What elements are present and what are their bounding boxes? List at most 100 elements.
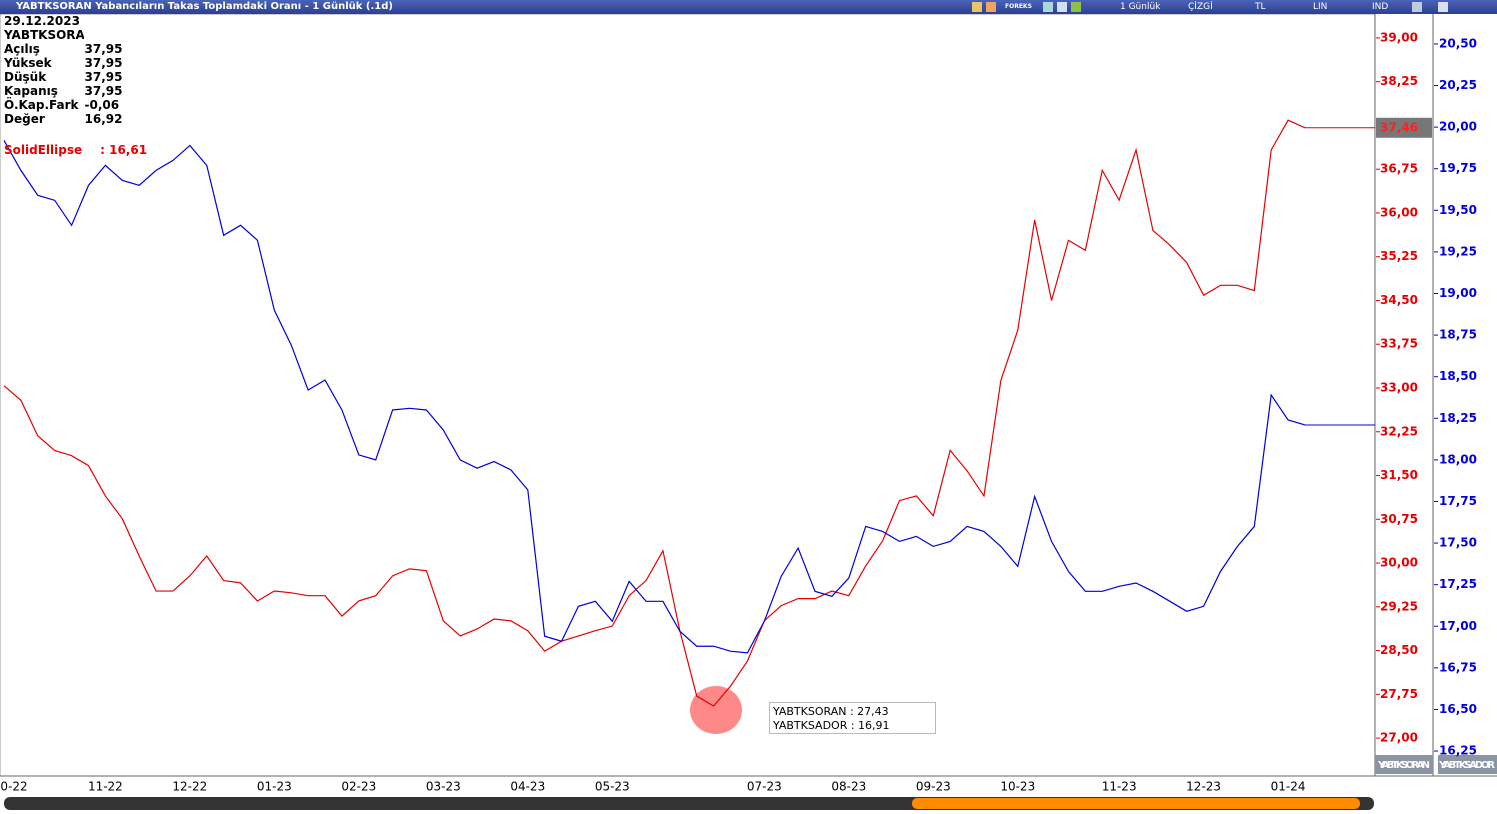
info-label: Değer [4, 112, 45, 126]
axis-tab-label[interactable]: YABTKSORAN [1377, 760, 1430, 771]
y-tick-label: 28,50 [1380, 643, 1418, 657]
y-tick-label: 16,25 [1439, 744, 1477, 758]
y-tick-label: 39,00 [1380, 30, 1418, 44]
toolbar-icon[interactable] [972, 2, 982, 12]
tooltip-line: YABTKSADOR : 16,91 [773, 719, 890, 732]
y-tick-label: 19,50 [1439, 203, 1477, 217]
drawing-name: SolidEllipse [4, 143, 83, 157]
x-tick-label: 11-23 [1102, 780, 1137, 794]
y-tick-label: 20,25 [1439, 78, 1477, 92]
toolbar-icon[interactable] [1057, 2, 1067, 12]
info-row: Kapanış 37,95 [4, 84, 123, 98]
y-tick-label: 19,25 [1439, 244, 1477, 258]
y-tick-label: 27,75 [1380, 687, 1418, 701]
y-tick-label: 17,25 [1439, 577, 1477, 591]
y-tick-label: 32,25 [1380, 424, 1418, 438]
info-value: 37,95 [84, 70, 123, 84]
y-tick-label: 29,25 [1380, 599, 1418, 613]
y-tick-label: 37,50 [1380, 118, 1418, 132]
x-tick-label: 04-23 [510, 780, 545, 794]
x-tick-label: 09-23 [916, 780, 951, 794]
last-value-label: 37,46 [1380, 120, 1418, 134]
x-tick-label: 0-22 [0, 780, 27, 794]
close-button[interactable] [1438, 2, 1448, 12]
info-value: -0,06 [84, 98, 120, 112]
y-tick-label: 30,00 [1380, 556, 1418, 570]
info-row: Değer 16,92 [4, 112, 123, 126]
window-title: YABTKSORAN Yabancıların Takas Toplamdaki… [16, 1, 393, 12]
info-value: 37,95 [84, 42, 123, 56]
info-label: Yüksek [4, 56, 52, 70]
y-tick-label: 33,00 [1380, 380, 1418, 394]
x-tick-label: 10-23 [1000, 780, 1035, 794]
x-tick-label: 12-22 [172, 780, 207, 794]
info-panel: 29.12.2023 YABTKSORAN Açılış 37,95 Yüksek 3… [4, 14, 123, 126]
x-tick-label: 01-23 [257, 780, 292, 794]
x-tick-label: 05-23 [595, 780, 630, 794]
y-tick-label: 18,50 [1439, 369, 1477, 383]
y-tick-label: 27,00 [1380, 731, 1418, 745]
y-tick-label: 20,50 [1439, 36, 1477, 50]
x-tick-label: 08-23 [831, 780, 866, 794]
axis-tab[interactable] [1375, 755, 1433, 774]
x-tick-label: 07-23 [747, 780, 782, 794]
toolbar-icon[interactable] [1043, 2, 1053, 12]
ohlc-table: Açılış 37,95 Yüksek 37,95 Düşük 37,95 Kapanış 3… [4, 42, 123, 126]
y-tick-label: 18,75 [1439, 328, 1477, 342]
y-tick-label: 36,00 [1380, 205, 1418, 219]
drawing-label: SolidEllipse : 16,61 [4, 143, 147, 157]
toolbar-button[interactable]: 1 Günlük [1120, 2, 1161, 12]
y-tick-label: 17,50 [1439, 536, 1477, 550]
maximize-button[interactable] [1412, 2, 1422, 12]
scrollbar-thumb[interactable] [912, 798, 1360, 809]
toolbar-button[interactable]: IND [1372, 2, 1389, 12]
y-tick-label: 36,75 [1380, 162, 1418, 176]
x-tick-label: 11-22 [88, 780, 123, 794]
x-tick-label: 01-24 [1271, 780, 1306, 794]
y-tick-label: 18,00 [1439, 452, 1477, 466]
y-tick-label: 16,75 [1439, 660, 1477, 674]
last-value-tag [1376, 117, 1432, 138]
y-tick-label: 31,50 [1380, 468, 1418, 482]
axis-tab[interactable] [1438, 755, 1497, 774]
x-tick-label: 03-23 [426, 780, 461, 794]
info-label: Ö.Kap.Fark [4, 98, 79, 112]
y-tick-label: 30,75 [1380, 512, 1418, 526]
info-label: Açılış [4, 42, 40, 56]
info-row: Yüksek 37,95 [4, 56, 123, 70]
toolbar-button[interactable]: ÇİZGİ [1188, 2, 1213, 12]
symbol: YABTKSORAN [4, 28, 84, 42]
scrollbar-track[interactable] [4, 797, 1374, 810]
axis-tab-label[interactable]: YABTKSADOR [1438, 760, 1495, 771]
y-tick-label: 35,25 [1380, 249, 1418, 263]
info-value: 37,95 [84, 84, 123, 98]
y-tick-label: 17,75 [1439, 494, 1477, 508]
drawing-value: : 16,61 [100, 143, 148, 157]
x-tick-label: 02-23 [341, 780, 376, 794]
plot-area [0, 13, 1376, 777]
info-value: 37,95 [84, 56, 123, 70]
date: 29.12.2023 [4, 14, 80, 28]
tooltip-line: YABTKSORAN : 27,43 [773, 705, 889, 718]
toolbar-button[interactable]: LIN [1313, 2, 1328, 12]
y-tick-label: 20,00 [1439, 120, 1477, 134]
info-row: Ö.Kap.Fark -0,06 [4, 98, 123, 112]
y-tick-label: 16,50 [1439, 702, 1477, 716]
toolbar-button[interactable]: FOREKS [1005, 3, 1032, 10]
toolbar-icon[interactable] [986, 2, 996, 12]
title-bar: YABTKSORAN Yabancıların Takas Toplamdaki… [0, 0, 1497, 14]
y-tick-label: 17,00 [1439, 619, 1477, 633]
toolbar-icon[interactable] [1071, 2, 1081, 12]
toolbar-button[interactable]: TL [1255, 2, 1266, 12]
tooltip: YABTKSORAN : 27,43 YABTKSADOR : 16,91 [769, 702, 936, 734]
y-tick-label: 38,25 [1380, 74, 1418, 88]
series-line [3, 119, 1306, 707]
info-row: Düşük 37,95 [4, 70, 123, 84]
info-label: Kapanış [4, 84, 58, 98]
info-row: Açılış 37,95 [4, 42, 123, 56]
solid-ellipse [690, 686, 742, 734]
y-tick-label: 33,75 [1380, 337, 1418, 351]
info-value: 16,92 [84, 112, 123, 126]
